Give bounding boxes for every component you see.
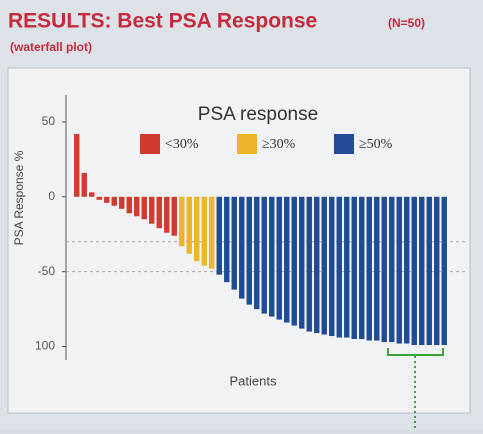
bar <box>96 196 102 200</box>
legend-swatch <box>237 134 257 154</box>
x-axis-title: Patients <box>230 373 277 388</box>
bar <box>411 196 417 346</box>
bar <box>434 196 440 346</box>
chart-title: RESULTS: Best PSA Response <box>8 10 317 33</box>
y-tick-label: 100 <box>35 339 55 353</box>
y-axis-title: PSA Response % <box>12 150 26 245</box>
bar <box>336 196 342 338</box>
bar <box>284 196 290 323</box>
bar <box>261 196 267 314</box>
bar <box>216 196 222 275</box>
legend-swatch <box>140 134 160 154</box>
bar <box>74 133 80 197</box>
bracket <box>387 348 444 356</box>
bar <box>104 196 110 203</box>
bar <box>209 196 215 269</box>
legend-swatch <box>334 134 354 154</box>
bar <box>111 196 117 206</box>
bar <box>119 196 125 209</box>
legend-label: ≥30% <box>262 137 296 152</box>
bar <box>171 196 177 236</box>
bar <box>141 196 147 220</box>
bar <box>231 196 237 290</box>
y-tick-label: 50 <box>42 114 56 128</box>
bar <box>194 196 200 262</box>
bar <box>239 196 245 299</box>
legend-label: <30% <box>165 137 199 152</box>
bar <box>81 172 87 197</box>
bar <box>149 196 155 224</box>
bar <box>321 196 327 335</box>
bar <box>254 196 260 310</box>
bar <box>396 196 402 344</box>
bar <box>381 196 387 343</box>
bar <box>389 196 395 343</box>
bar <box>224 196 230 283</box>
bar <box>291 196 297 326</box>
bar <box>426 196 432 346</box>
bar <box>134 196 140 217</box>
bar <box>404 196 410 344</box>
bar <box>276 196 282 320</box>
bar <box>156 196 162 229</box>
bar <box>419 196 425 346</box>
bar <box>164 196 170 233</box>
bar <box>89 192 95 197</box>
bar <box>314 196 320 334</box>
bar <box>126 196 132 214</box>
bar <box>441 196 447 346</box>
bar <box>366 196 372 341</box>
subtitle: (waterfall plot) <box>10 40 92 54</box>
bar <box>329 196 335 337</box>
legend-title: PSA response <box>198 104 318 125</box>
bar <box>306 196 312 332</box>
bar <box>351 196 357 340</box>
bar <box>374 196 380 341</box>
bar <box>201 196 207 266</box>
bar <box>344 196 350 338</box>
y-tick-label: -50 <box>38 264 56 278</box>
bar <box>186 196 192 254</box>
bar <box>246 196 252 305</box>
bar <box>299 196 305 329</box>
bar <box>359 196 365 340</box>
bar <box>179 196 185 247</box>
bar <box>269 196 275 317</box>
legend-label: ≥50% <box>359 137 393 152</box>
y-tick-label: 0 <box>48 189 55 203</box>
title-note: (N=50) <box>388 16 425 30</box>
